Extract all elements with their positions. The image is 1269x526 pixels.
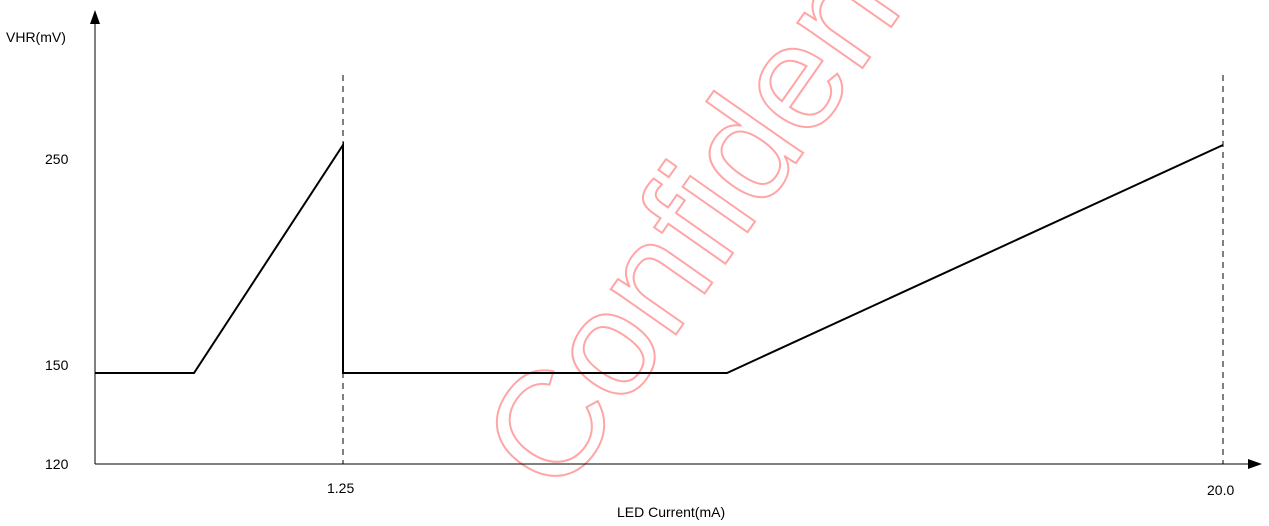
x-axis-arrow xyxy=(1248,459,1262,469)
x-tick-label: 20.0 xyxy=(1207,482,1234,498)
y-tick-label: 120 xyxy=(45,456,69,472)
confidential-watermark: Confidential xyxy=(449,0,1041,518)
series-line xyxy=(95,141,1224,374)
x-tick-label: 1.25 xyxy=(327,480,354,496)
y-axis-arrow xyxy=(90,10,100,24)
x-axis-label: LED Current(mA) xyxy=(617,504,725,520)
y-tick-label: 150 xyxy=(45,357,69,373)
y-tick-label: 250 xyxy=(45,151,69,167)
y-axis-label: VHR(mV) xyxy=(6,29,66,45)
